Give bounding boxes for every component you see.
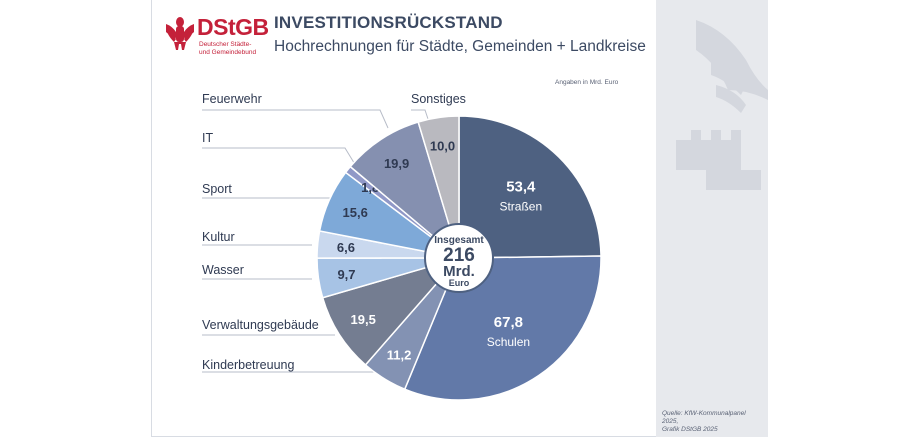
leader-line bbox=[202, 147, 357, 167]
leader-line bbox=[202, 109, 389, 129]
slice-value-label: 6,6 bbox=[337, 240, 355, 255]
label-sonstiges: Sonstiges bbox=[411, 92, 466, 106]
slice-value-label: 19,5 bbox=[351, 312, 376, 327]
side-panel bbox=[656, 0, 768, 437]
logo-sub-line-1: Deutscher Städte- bbox=[199, 41, 252, 48]
source-line-1: Quelle: KfW-Kommunalpanel 2025, bbox=[662, 410, 746, 425]
unit-note: Angaben in Mrd. Euro bbox=[555, 79, 619, 86]
center-label-unit: Mrd. bbox=[443, 263, 475, 280]
slice-category-label: Schulen bbox=[487, 335, 530, 349]
slice-category-label: Straßen bbox=[499, 199, 542, 213]
source-line-2: Grafik DStGB 2025 bbox=[662, 426, 718, 433]
center-label-line-1: Insgesamt bbox=[434, 235, 484, 246]
slice-value-label: 9,7 bbox=[337, 267, 355, 282]
pie-slice-sonstiges bbox=[417, 115, 460, 259]
label-kultur: Kultur bbox=[202, 230, 235, 244]
slice-value-label: 11,2 bbox=[387, 348, 412, 363]
slice-value-label: 15,6 bbox=[343, 205, 368, 220]
logo-subtitle: Deutscher Städte- und Gemeindebund bbox=[199, 41, 269, 56]
eagle-watermark-icon bbox=[676, 20, 768, 190]
center-label-currency: Euro bbox=[449, 278, 470, 288]
center-total-value: 216 bbox=[443, 245, 475, 266]
pie-slice-feuerwehr bbox=[349, 121, 461, 261]
slice-value-label: 10,0 bbox=[430, 139, 455, 154]
slice-value-label: 53,4 bbox=[506, 178, 536, 195]
pie-slice-straßen bbox=[458, 115, 602, 259]
source-note: Quelle: KfW-Kommunalpanel 2025, Grafik D… bbox=[662, 410, 762, 434]
label-sport: Sport bbox=[202, 182, 232, 196]
chart-subtitle: Hochrechnungen für Städte, Gemeinden + L… bbox=[274, 38, 646, 55]
center-total-circle bbox=[424, 223, 494, 293]
label-it: IT bbox=[202, 131, 214, 145]
label-kinderbetreuung: Kinderbetreuung bbox=[202, 358, 295, 372]
logo-sub-line-2: und Gemeindebund bbox=[199, 48, 257, 56]
label-feuerwehr: Feuerwehr bbox=[202, 92, 262, 106]
label-wasser: Wasser bbox=[202, 263, 244, 277]
label-verwaltungsgebaeude: Verwaltungsgebäude bbox=[202, 318, 319, 332]
chart-title: INVESTITIONSRÜCKSTAND bbox=[274, 13, 503, 32]
logo-text: DStGB bbox=[197, 14, 269, 40]
pie-slice-verwaltungsgebäude bbox=[321, 256, 462, 366]
eagle-logo-icon bbox=[166, 17, 194, 50]
slice-value-label: 19,9 bbox=[384, 156, 409, 171]
slice-value-label: 67,8 bbox=[494, 314, 523, 331]
